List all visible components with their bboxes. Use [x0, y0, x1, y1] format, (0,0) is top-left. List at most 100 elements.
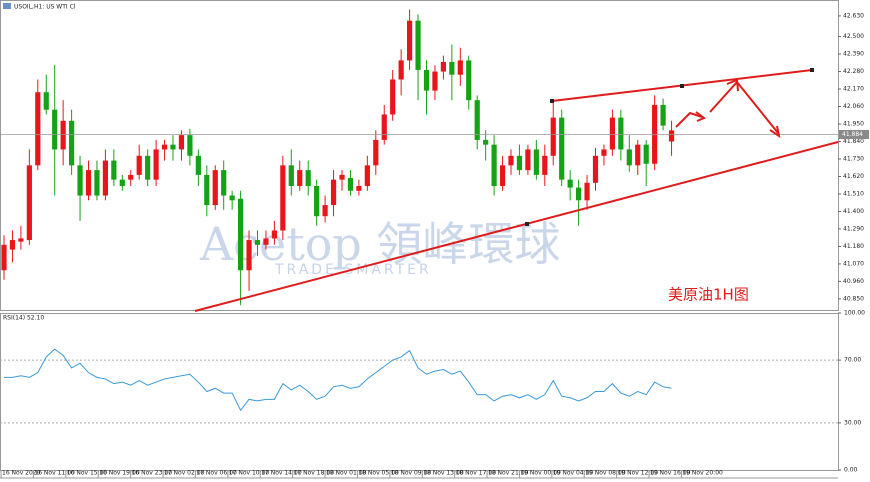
candle-body [550, 117, 556, 156]
candle-body [432, 71, 438, 91]
x-tick-label: 16 Nov 19:00 [99, 470, 140, 477]
x-tick-label: 18 Nov 01:00 [326, 470, 367, 477]
candle-body [660, 104, 666, 126]
x-tick-label: 17 Nov 14:00 [261, 470, 302, 477]
marks: 42.630 42.500 42.390 42.280 42.170 42.060 41.9… [0, 9, 869, 478]
x-tick-label: 18 Nov 13:00 [423, 470, 464, 477]
x-tick-label: 18 Nov 17:00 [456, 470, 497, 477]
x-tick-label: 16 Nov 11:00 [34, 470, 75, 477]
chart-annotation: 美原油1H图 [668, 286, 749, 304]
candle-body [280, 165, 286, 231]
candle-body [43, 92, 49, 110]
y-tick-label: 40.850 [843, 295, 864, 302]
y-tick-label: 41.070 [843, 260, 864, 267]
x-tick-label: 16 Nov 15:00 [67, 470, 108, 477]
candle-body [52, 109, 58, 150]
candle-body [567, 179, 573, 188]
anchor [810, 68, 814, 72]
candle-body [491, 144, 497, 186]
y-tick-label: 0.00 [844, 467, 858, 474]
arrow-head [726, 78, 739, 92]
y-tick-label: 41.180 [843, 243, 864, 250]
candle-body [533, 149, 539, 175]
candle-body [9, 240, 16, 250]
candle-body [576, 187, 582, 201]
candle-body [254, 240, 261, 245]
x-tick-label: 19 Nov 00:00 [520, 470, 561, 477]
candle-body [643, 144, 649, 164]
candle-body [26, 165, 32, 241]
x-tick-label: 17 Nov 06:00 [196, 470, 237, 477]
candle-body [195, 155, 201, 175]
candle-body [373, 139, 379, 166]
x-tick-label: 16 Nov 23:00 [132, 470, 173, 477]
candle-body [364, 165, 370, 186]
candle-body [77, 165, 83, 196]
candle-body [136, 155, 142, 175]
candle-body [542, 155, 548, 175]
candle-body [398, 60, 404, 80]
candle-body [221, 170, 227, 196]
x-tick-label: 17 Nov 10:00 [229, 470, 270, 477]
rsi-panel [0, 313, 839, 471]
candle-body [356, 186, 362, 191]
anchor-points [525, 68, 814, 226]
candle-body [297, 170, 303, 186]
candle-body [499, 165, 506, 186]
candle-body [111, 160, 117, 180]
candle-body [18, 238, 24, 242]
candle-body [347, 178, 354, 191]
x-tick-label: 18 Nov 21:00 [488, 470, 529, 477]
candle-body [559, 117, 565, 180]
candle-body [440, 62, 446, 72]
x-tick-label: 19 Nov 04:00 [553, 470, 594, 477]
y-tick-label: 42.060 [843, 103, 864, 110]
y-tick-label: 42.630 [843, 12, 864, 19]
arrow-path [675, 111, 703, 128]
candle-body [626, 149, 632, 166]
candle-body [35, 92, 41, 166]
candle-body [161, 144, 168, 150]
candle-body [668, 130, 675, 142]
candle-body [609, 117, 615, 150]
anchor [550, 99, 554, 103]
arrow-head [695, 111, 706, 122]
rsi-line [4, 348, 672, 412]
candle-body [128, 174, 134, 180]
x-tick-label: 18 Nov 09:00 [391, 470, 432, 477]
candle-body [60, 120, 66, 150]
candle-body [525, 149, 531, 171]
candle-body [305, 170, 311, 186]
y-tick-label: 41.730 [843, 155, 864, 162]
candle-body [187, 135, 193, 156]
anchor [525, 222, 529, 226]
candle-body [1, 244, 7, 271]
candle-body [618, 117, 624, 150]
chart-title: USOIL,H1: US WTI Cl [14, 4, 76, 11]
candle-body [423, 69, 430, 91]
candle-body [601, 149, 607, 156]
support-line [194, 141, 839, 312]
candle-body [339, 174, 345, 180]
candle-body [635, 144, 641, 166]
candle-body [145, 155, 151, 180]
anchor [680, 84, 684, 88]
candle-body [119, 179, 125, 186]
current-price-box [839, 129, 869, 139]
candle-body [204, 174, 210, 206]
candle-body [390, 79, 396, 115]
symbol-icon [3, 3, 11, 9]
candle-body [271, 230, 277, 239]
y-tick-label: 30.00 [844, 419, 861, 426]
y-tick-label: 41.950 [843, 121, 864, 128]
y-tick-label: 42.170 [843, 86, 864, 93]
candle-body [85, 170, 92, 196]
candle-body [457, 60, 463, 75]
y-tick-label: 40.960 [843, 278, 864, 285]
candle-body [592, 155, 599, 183]
y-tick-label: 42.390 [843, 51, 864, 58]
candle-body [102, 160, 108, 196]
candle-body [449, 62, 455, 75]
y-tick-label: 41.620 [843, 173, 864, 180]
candle-body [229, 195, 235, 201]
